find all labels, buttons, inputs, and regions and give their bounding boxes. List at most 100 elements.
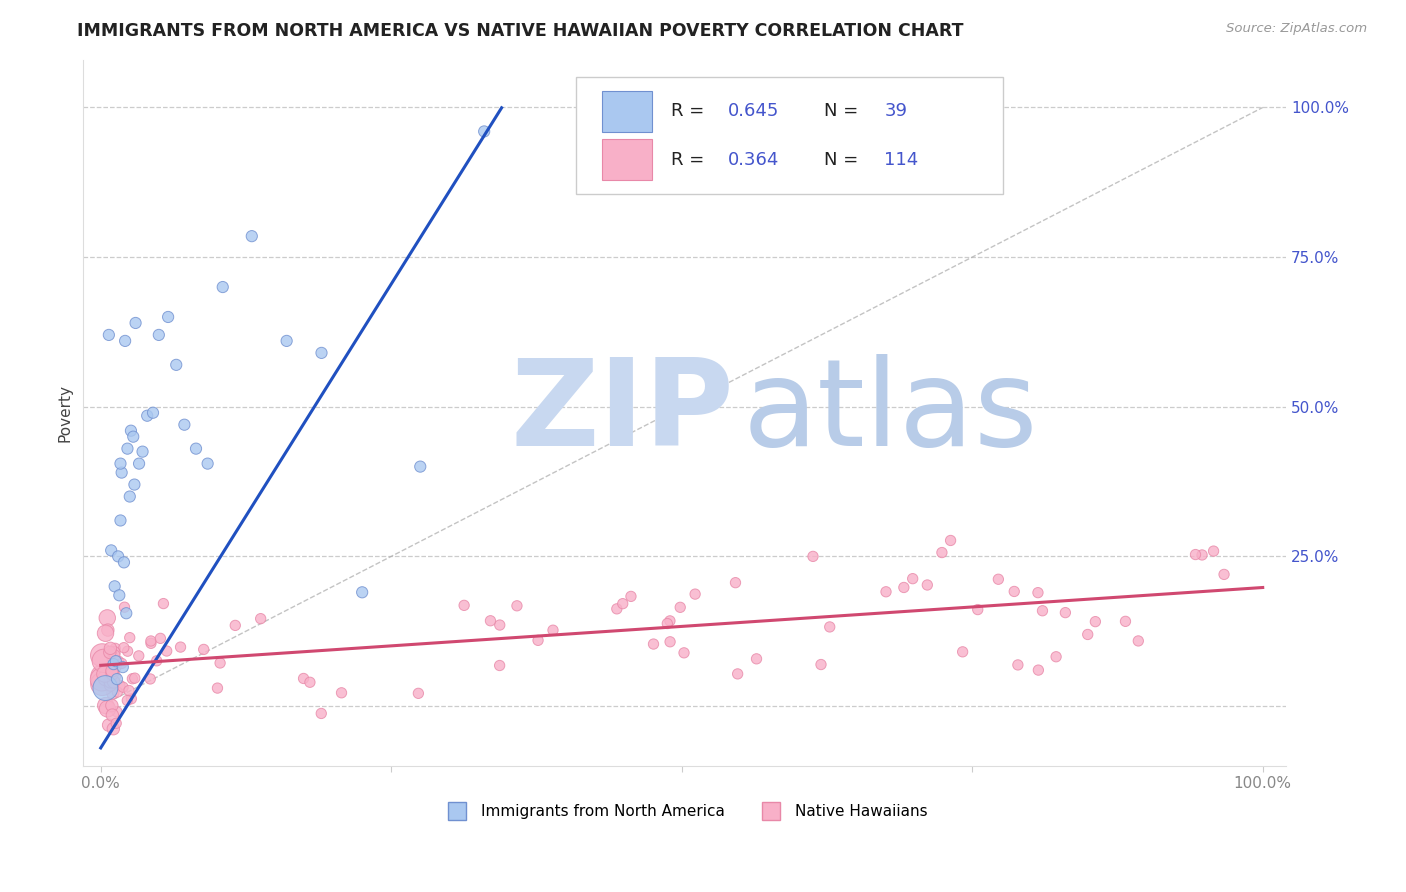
Point <box>121 672 143 686</box>
Point <box>105 672 128 686</box>
Point <box>488 658 510 673</box>
Point <box>298 675 321 690</box>
Point <box>657 616 679 631</box>
Point <box>352 585 374 599</box>
Point <box>207 681 229 695</box>
Point <box>472 124 495 138</box>
Point <box>669 600 692 615</box>
FancyBboxPatch shape <box>576 78 1004 194</box>
Point <box>91 648 114 663</box>
Point <box>875 584 897 599</box>
Point <box>112 640 135 655</box>
Point <box>105 660 128 674</box>
Point <box>93 654 115 668</box>
Point <box>1054 606 1077 620</box>
Point <box>112 555 135 569</box>
Point <box>901 572 924 586</box>
Point <box>479 614 502 628</box>
Point <box>1002 584 1025 599</box>
Point <box>211 280 233 294</box>
Point <box>124 671 146 685</box>
Point <box>939 533 962 548</box>
Point <box>90 673 112 687</box>
Point <box>672 646 695 660</box>
Point <box>224 618 246 632</box>
Point <box>120 424 142 438</box>
Point <box>103 674 125 689</box>
Point <box>118 683 141 698</box>
Point <box>1045 649 1067 664</box>
Point <box>104 641 127 656</box>
Text: N =: N = <box>824 103 865 120</box>
Point <box>100 667 122 681</box>
Point <box>128 457 150 471</box>
Point <box>101 666 124 681</box>
Point <box>148 327 170 342</box>
Point <box>276 334 298 348</box>
Point <box>240 229 263 244</box>
Text: R =: R = <box>672 151 710 169</box>
Point <box>100 641 122 656</box>
Point <box>810 657 832 672</box>
Point <box>197 457 219 471</box>
Point <box>91 677 114 691</box>
Point <box>966 602 988 616</box>
Text: 0.364: 0.364 <box>728 151 779 169</box>
Point <box>139 636 162 650</box>
Point <box>136 409 159 423</box>
FancyBboxPatch shape <box>602 139 652 180</box>
Point <box>659 635 682 649</box>
Point <box>112 680 135 694</box>
Point <box>100 678 122 692</box>
Point <box>110 457 132 471</box>
Text: N =: N = <box>824 151 865 169</box>
Point <box>108 588 131 602</box>
Point <box>108 678 131 692</box>
Point <box>94 667 117 681</box>
Point <box>96 671 118 685</box>
Point <box>115 606 138 620</box>
Point <box>101 698 124 713</box>
Point <box>124 477 146 491</box>
Point <box>952 645 974 659</box>
Point <box>193 642 215 657</box>
Point <box>292 672 315 686</box>
Point <box>527 633 550 648</box>
Point <box>118 631 141 645</box>
Point <box>1084 615 1107 629</box>
Point <box>117 693 139 707</box>
Point <box>120 691 142 706</box>
Point <box>91 669 114 683</box>
Point <box>103 646 125 660</box>
Point <box>94 681 117 695</box>
Point <box>105 685 128 699</box>
Point <box>124 316 146 330</box>
Point <box>103 651 125 665</box>
Point <box>1028 663 1050 677</box>
Point <box>727 666 749 681</box>
Point <box>98 645 121 659</box>
Point <box>139 672 162 686</box>
Point <box>97 718 120 732</box>
Point <box>111 657 134 671</box>
Point <box>101 664 124 678</box>
Point <box>152 597 174 611</box>
Point <box>506 599 529 613</box>
Point <box>97 327 120 342</box>
Point <box>142 406 165 420</box>
Legend: Immigrants from North America, Native Hawaiians: Immigrants from North America, Native Ha… <box>436 798 934 825</box>
Point <box>209 656 232 670</box>
Point <box>931 545 953 559</box>
Point <box>101 708 124 723</box>
Point <box>1184 548 1206 562</box>
Point <box>107 549 129 564</box>
Point <box>453 599 475 613</box>
Point <box>103 722 125 736</box>
Point <box>184 442 207 456</box>
Text: R =: R = <box>672 103 710 120</box>
Point <box>818 620 841 634</box>
Point <box>103 669 125 683</box>
Text: IMMIGRANTS FROM NORTH AMERICA VS NATIVE HAWAIIAN POVERTY CORRELATION CHART: IMMIGRANTS FROM NORTH AMERICA VS NATIVE … <box>77 22 965 40</box>
Point <box>1077 627 1099 641</box>
Point <box>100 543 122 558</box>
